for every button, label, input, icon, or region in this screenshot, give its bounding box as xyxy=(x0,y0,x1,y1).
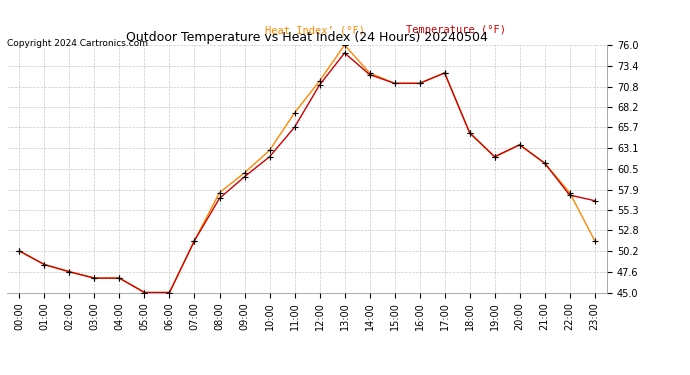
Text: Copyright 2024 Cartronics.com: Copyright 2024 Cartronics.com xyxy=(7,39,148,48)
Text: Temperature (°F): Temperature (°F) xyxy=(406,25,506,35)
Title: Outdoor Temperature vs Heat Index (24 Hours) 20240504: Outdoor Temperature vs Heat Index (24 Ho… xyxy=(126,31,488,44)
Text: Heat Index’ (°F): Heat Index’ (°F) xyxy=(265,25,365,35)
